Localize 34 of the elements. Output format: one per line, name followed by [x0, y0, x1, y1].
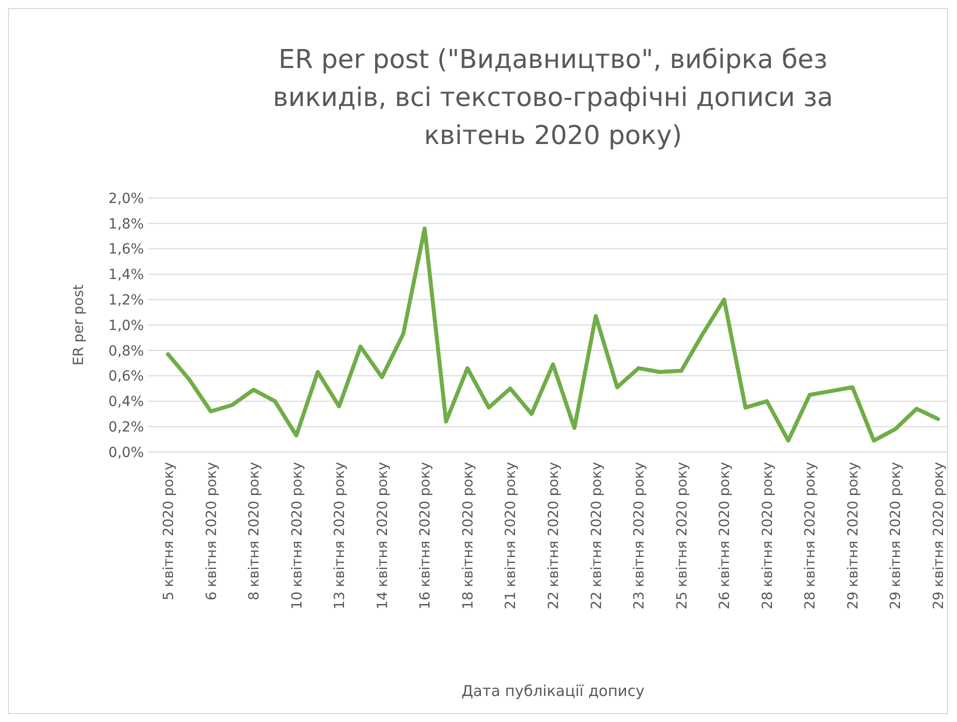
y-tick-label: 1,2%: [108, 292, 144, 308]
x-tick-label: 28 квітня 2020 року: [802, 462, 819, 610]
y-axis-title: ER per post: [71, 284, 87, 366]
y-tick-label: 1,8%: [108, 216, 144, 232]
x-tick-label: 18 квітня 2020 року: [460, 462, 476, 610]
x-tick-label: 22 квітня 2020 року: [546, 462, 562, 610]
y-tick-label: 0,2%: [108, 420, 144, 436]
y-tick-label: 0,0%: [108, 444, 144, 461]
x-tick-label: 23 квітня 2020 року: [632, 462, 648, 610]
x-tick-label: 8 квітня 2020 року: [246, 462, 263, 600]
x-tick-label: 28 квітня 2020 року: [760, 462, 776, 610]
y-tick-label: 0,6%: [108, 368, 144, 385]
y-tick-label: 0,4%: [108, 394, 144, 410]
x-tick-label: 6 квітня 2020 року: [204, 462, 220, 600]
x-tick-label: 10 квітня 2020 року: [289, 462, 306, 610]
x-tick-label: 5 квітня 2020 року: [161, 462, 177, 600]
y-tick-label: 2,0%: [108, 190, 144, 207]
x-tick-label: 14 квітня 2020 року: [374, 462, 391, 610]
x-tick-label: 25 квітня 2020 року: [674, 462, 690, 610]
y-tick-label: 1,4%: [108, 267, 144, 284]
line-series: [166, 226, 940, 443]
x-tick-label: 29 квітня 2020 року: [931, 462, 947, 610]
x-axis-title: Дата публікації допису: [461, 682, 645, 700]
x-tick-label: 16 квітня 2020 року: [418, 462, 434, 610]
x-tick-label: 29 квітня 2020 року: [845, 462, 862, 610]
x-tick-label: 22 квітня 2020 року: [588, 462, 605, 610]
y-tick-label: 1,6%: [108, 242, 144, 258]
x-tick-label: 13 квітня 2020 року: [332, 462, 348, 610]
y-tick-label: 1,0%: [108, 318, 144, 334]
y-tick-label: 0,8%: [108, 343, 144, 360]
x-tick-label: 26 квітня 2020 року: [717, 462, 734, 610]
chart-title: ER per post ("Видавництво", вибірка без викидів, всі текстово-графічні дописи за квітень 2020 року): [272, 45, 834, 151]
x-tick-label: 29 квітня 2020 року: [888, 462, 904, 610]
x-tick-label: 21 квітня 2020 року: [503, 462, 520, 610]
